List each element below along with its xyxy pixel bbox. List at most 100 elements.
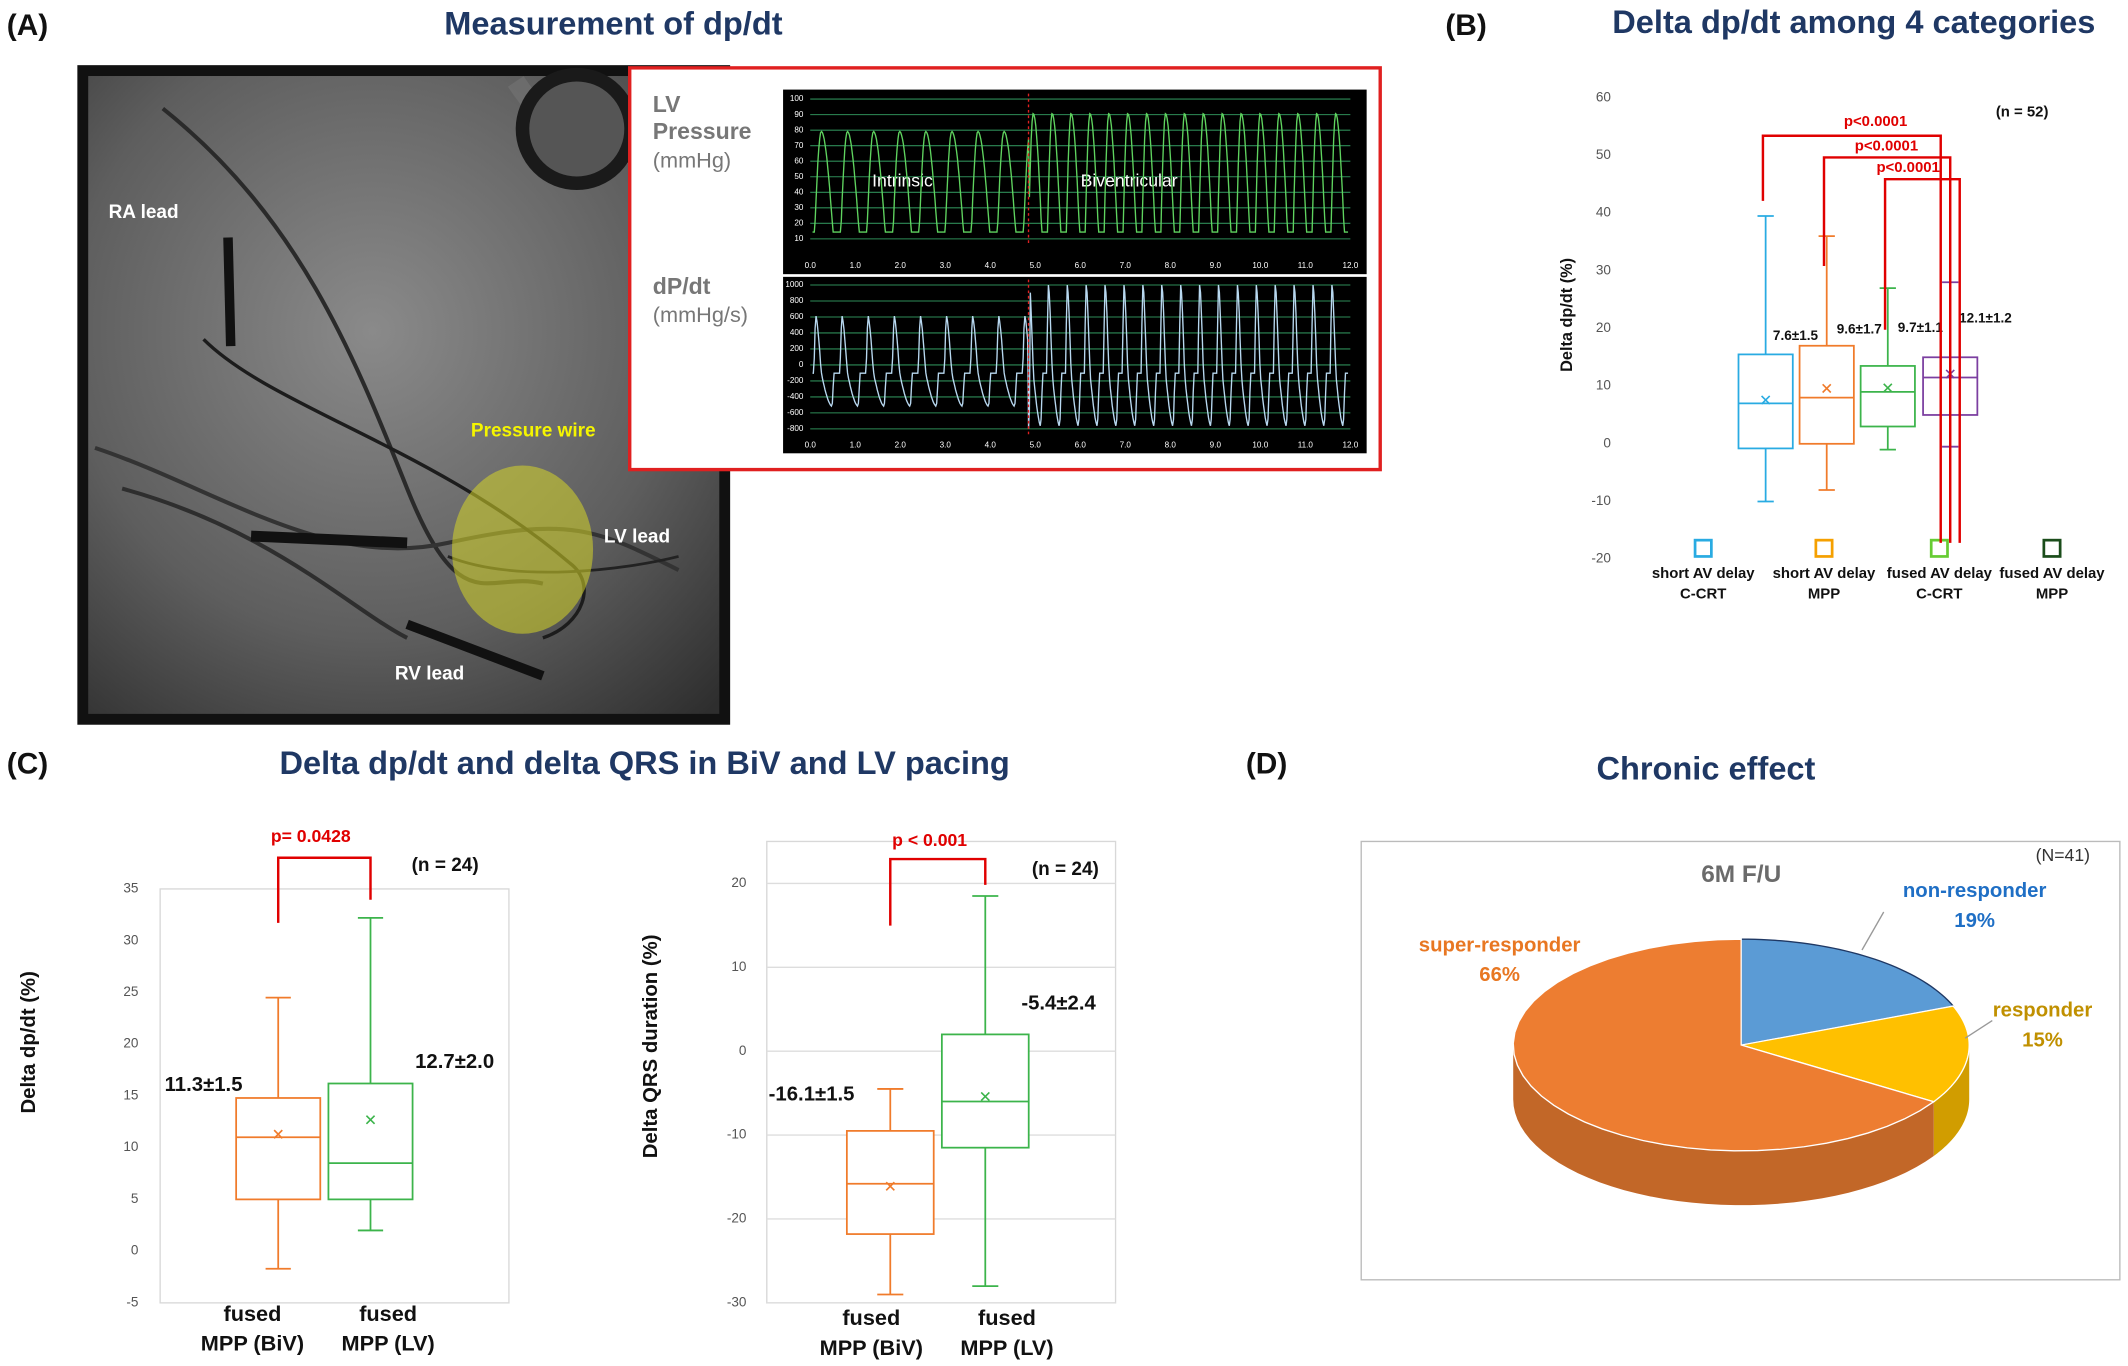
x-tick-label: 10.0 xyxy=(1252,261,1268,270)
box xyxy=(845,1130,935,1235)
category-label: fused AV delay xyxy=(1887,565,1993,582)
box xyxy=(1859,365,1916,428)
x-tick-label: 0.0 xyxy=(805,440,817,449)
panel-letter: (A) xyxy=(7,9,48,42)
lead-label: RV lead xyxy=(395,664,464,685)
significance-bracket xyxy=(1761,134,1942,543)
x-tick-label: 9.0 xyxy=(1210,261,1222,270)
x-tick-label: 12.0 xyxy=(1342,261,1358,270)
y-axis-label: Delta QRS duration (%) xyxy=(640,934,662,1158)
y-tick-label: 30 xyxy=(794,203,804,212)
y-tick-label: 30 xyxy=(123,932,139,947)
legend-swatch xyxy=(1693,538,1713,558)
significance-bracket xyxy=(1883,177,1961,543)
box xyxy=(327,1082,414,1201)
y-tick-label: 60 xyxy=(794,156,804,165)
pie-side xyxy=(1933,1045,1970,1157)
pie-value-label: 19% xyxy=(1954,910,1995,932)
pie-value-label: 66% xyxy=(1479,964,1520,986)
n-label: (n = 52) xyxy=(1996,104,2049,121)
mean-marker xyxy=(885,1181,895,1191)
legend-swatch xyxy=(1814,538,1834,558)
panel-title: Measurement of dp/dt xyxy=(444,5,782,41)
leader-line xyxy=(1861,911,1885,951)
y-tick-label: 80 xyxy=(794,125,804,134)
y-tick-label: 30 xyxy=(1596,262,1612,277)
y-tick-label: 50 xyxy=(1596,147,1612,162)
value-label: 12.1±1.2 xyxy=(1959,311,2012,326)
y-tick-label: 20 xyxy=(731,875,747,890)
pie-value-label: 15% xyxy=(2022,1029,2063,1051)
y-tick-label: 10 xyxy=(731,959,747,974)
x-tick-label: 9.0 xyxy=(1210,440,1222,449)
p-value: p<0.0001 xyxy=(1876,159,1939,176)
value-label: 12.7±2.0 xyxy=(415,1051,494,1073)
panel-title: Delta dp/dt among 4 categories xyxy=(1612,4,2095,40)
leads xyxy=(94,67,712,681)
x-tick-label: 5.0 xyxy=(1030,440,1042,449)
p-value: p < 0.001 xyxy=(892,830,967,850)
x-tick-label: 6.0 xyxy=(1075,440,1087,449)
lead-label: RA lead xyxy=(109,202,179,223)
pie-side xyxy=(1513,1045,1934,1206)
x-tick-label: 1.0 xyxy=(850,261,862,270)
y-tick-label: -5 xyxy=(126,1294,138,1309)
y-tick-label: 15 xyxy=(123,1087,138,1102)
y-axis-label: LV xyxy=(653,91,681,117)
x-tick-label: 8.0 xyxy=(1165,261,1177,270)
x-tick-label: 0.0 xyxy=(805,261,817,270)
y-tick-label: 10 xyxy=(123,1139,139,1154)
pie-subtitle: 6M F/U xyxy=(1701,861,1781,888)
y-axis-label: dP/dt xyxy=(653,273,711,299)
box xyxy=(235,1097,322,1201)
pie-slice xyxy=(1741,1005,1970,1103)
n-label: (n = 24) xyxy=(1032,859,1099,880)
y-tick-label: -20 xyxy=(1591,551,1611,566)
box xyxy=(1798,344,1855,445)
category-label: MPP (LV) xyxy=(342,1331,435,1356)
y-tick-label: 20 xyxy=(123,1036,139,1051)
category-label: short AV delay xyxy=(1773,565,1876,582)
category-label: fused xyxy=(978,1305,1036,1330)
y-tick-label: 35 xyxy=(123,881,138,896)
category-label: MPP (BiV) xyxy=(820,1335,923,1360)
p-value: p= 0.0428 xyxy=(271,826,351,846)
legend-swatch xyxy=(2042,538,2062,558)
category-label: MPP (LV) xyxy=(960,1335,1053,1360)
y-tick-label: -10 xyxy=(727,1127,747,1142)
leader-line xyxy=(1964,1020,1993,1039)
n-label: (n = 24) xyxy=(412,855,479,876)
y-tick-label: -400 xyxy=(787,392,804,401)
p-value: p<0.0001 xyxy=(1844,113,1907,130)
value-label: 11.3±1.5 xyxy=(165,1074,243,1096)
pie-slice xyxy=(1512,938,1936,1152)
annotation: Intrinsic xyxy=(872,171,933,191)
y-tick-label: -200 xyxy=(787,376,804,385)
y-tick-label: 40 xyxy=(794,187,804,196)
value-label: 9.7±1.1 xyxy=(1898,320,1944,335)
mean-marker xyxy=(273,1129,283,1139)
x-tick-label: 5.0 xyxy=(1030,261,1042,270)
y-tick-label: 0 xyxy=(799,360,804,369)
lead-label: LV lead xyxy=(604,526,670,547)
x-tick-label: 8.0 xyxy=(1165,440,1177,449)
value-label: -16.1±1.5 xyxy=(769,1084,855,1106)
y-tick-label: 1000 xyxy=(785,280,804,289)
y-axis-label: Delta dp/dt (%) xyxy=(1558,258,1576,372)
y-tick-label: 0 xyxy=(1603,435,1611,450)
category-label: fused xyxy=(223,1301,281,1326)
x-tick-label: 3.0 xyxy=(940,440,952,449)
y-tick-label: 600 xyxy=(790,312,804,321)
y-tick-label: -10 xyxy=(1591,493,1611,508)
y-tick-label: 70 xyxy=(794,141,804,150)
n-label: (N=41) xyxy=(2036,845,2090,865)
inset-plot xyxy=(783,89,1367,275)
y-tick-label: 10 xyxy=(794,234,804,243)
category-label: fused xyxy=(842,1305,900,1330)
x-tick-label: 4.0 xyxy=(985,440,997,449)
y-tick-label: -20 xyxy=(727,1211,747,1226)
category-label: C-CRT xyxy=(1916,585,1962,602)
panel-letter: (D) xyxy=(1246,747,1287,780)
significance-bracket xyxy=(889,857,987,926)
y-tick-label: 100 xyxy=(790,94,804,103)
